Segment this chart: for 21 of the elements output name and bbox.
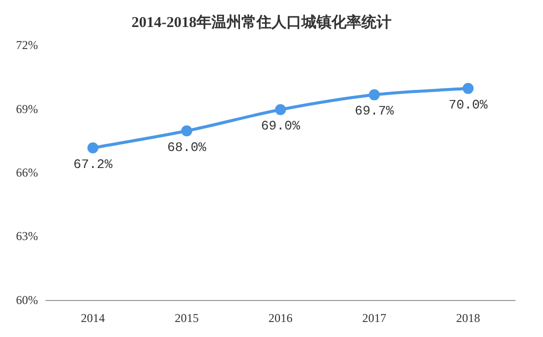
chart-title: 2014-2018年温州常住人口城镇化率统计 [132,12,392,31]
y-tick-label: 72% [16,38,38,52]
point [181,125,192,136]
data-label: 69.7% [354,104,394,119]
data-label: 70.0% [448,97,488,112]
y-tick-label: 69% [16,102,38,116]
x-tick-label: 2015 [174,310,199,325]
y-tick-label: 60% [16,292,38,307]
data-label: 69.0% [260,118,300,134]
point [462,82,474,94]
data-label: 67.2% [73,156,113,172]
x-tick-label: 2014 [80,310,105,325]
point [368,89,380,100]
x-tick-label: 2018 [456,310,480,325]
y-tick-label: 63% [16,229,38,244]
x-tick-label: 2016 [268,310,292,325]
data-label: 68.0% [167,140,206,155]
point [87,142,98,154]
x-tick-label: 2017 [362,310,386,325]
y-tick-label: 66% [16,165,38,180]
point [275,104,286,116]
